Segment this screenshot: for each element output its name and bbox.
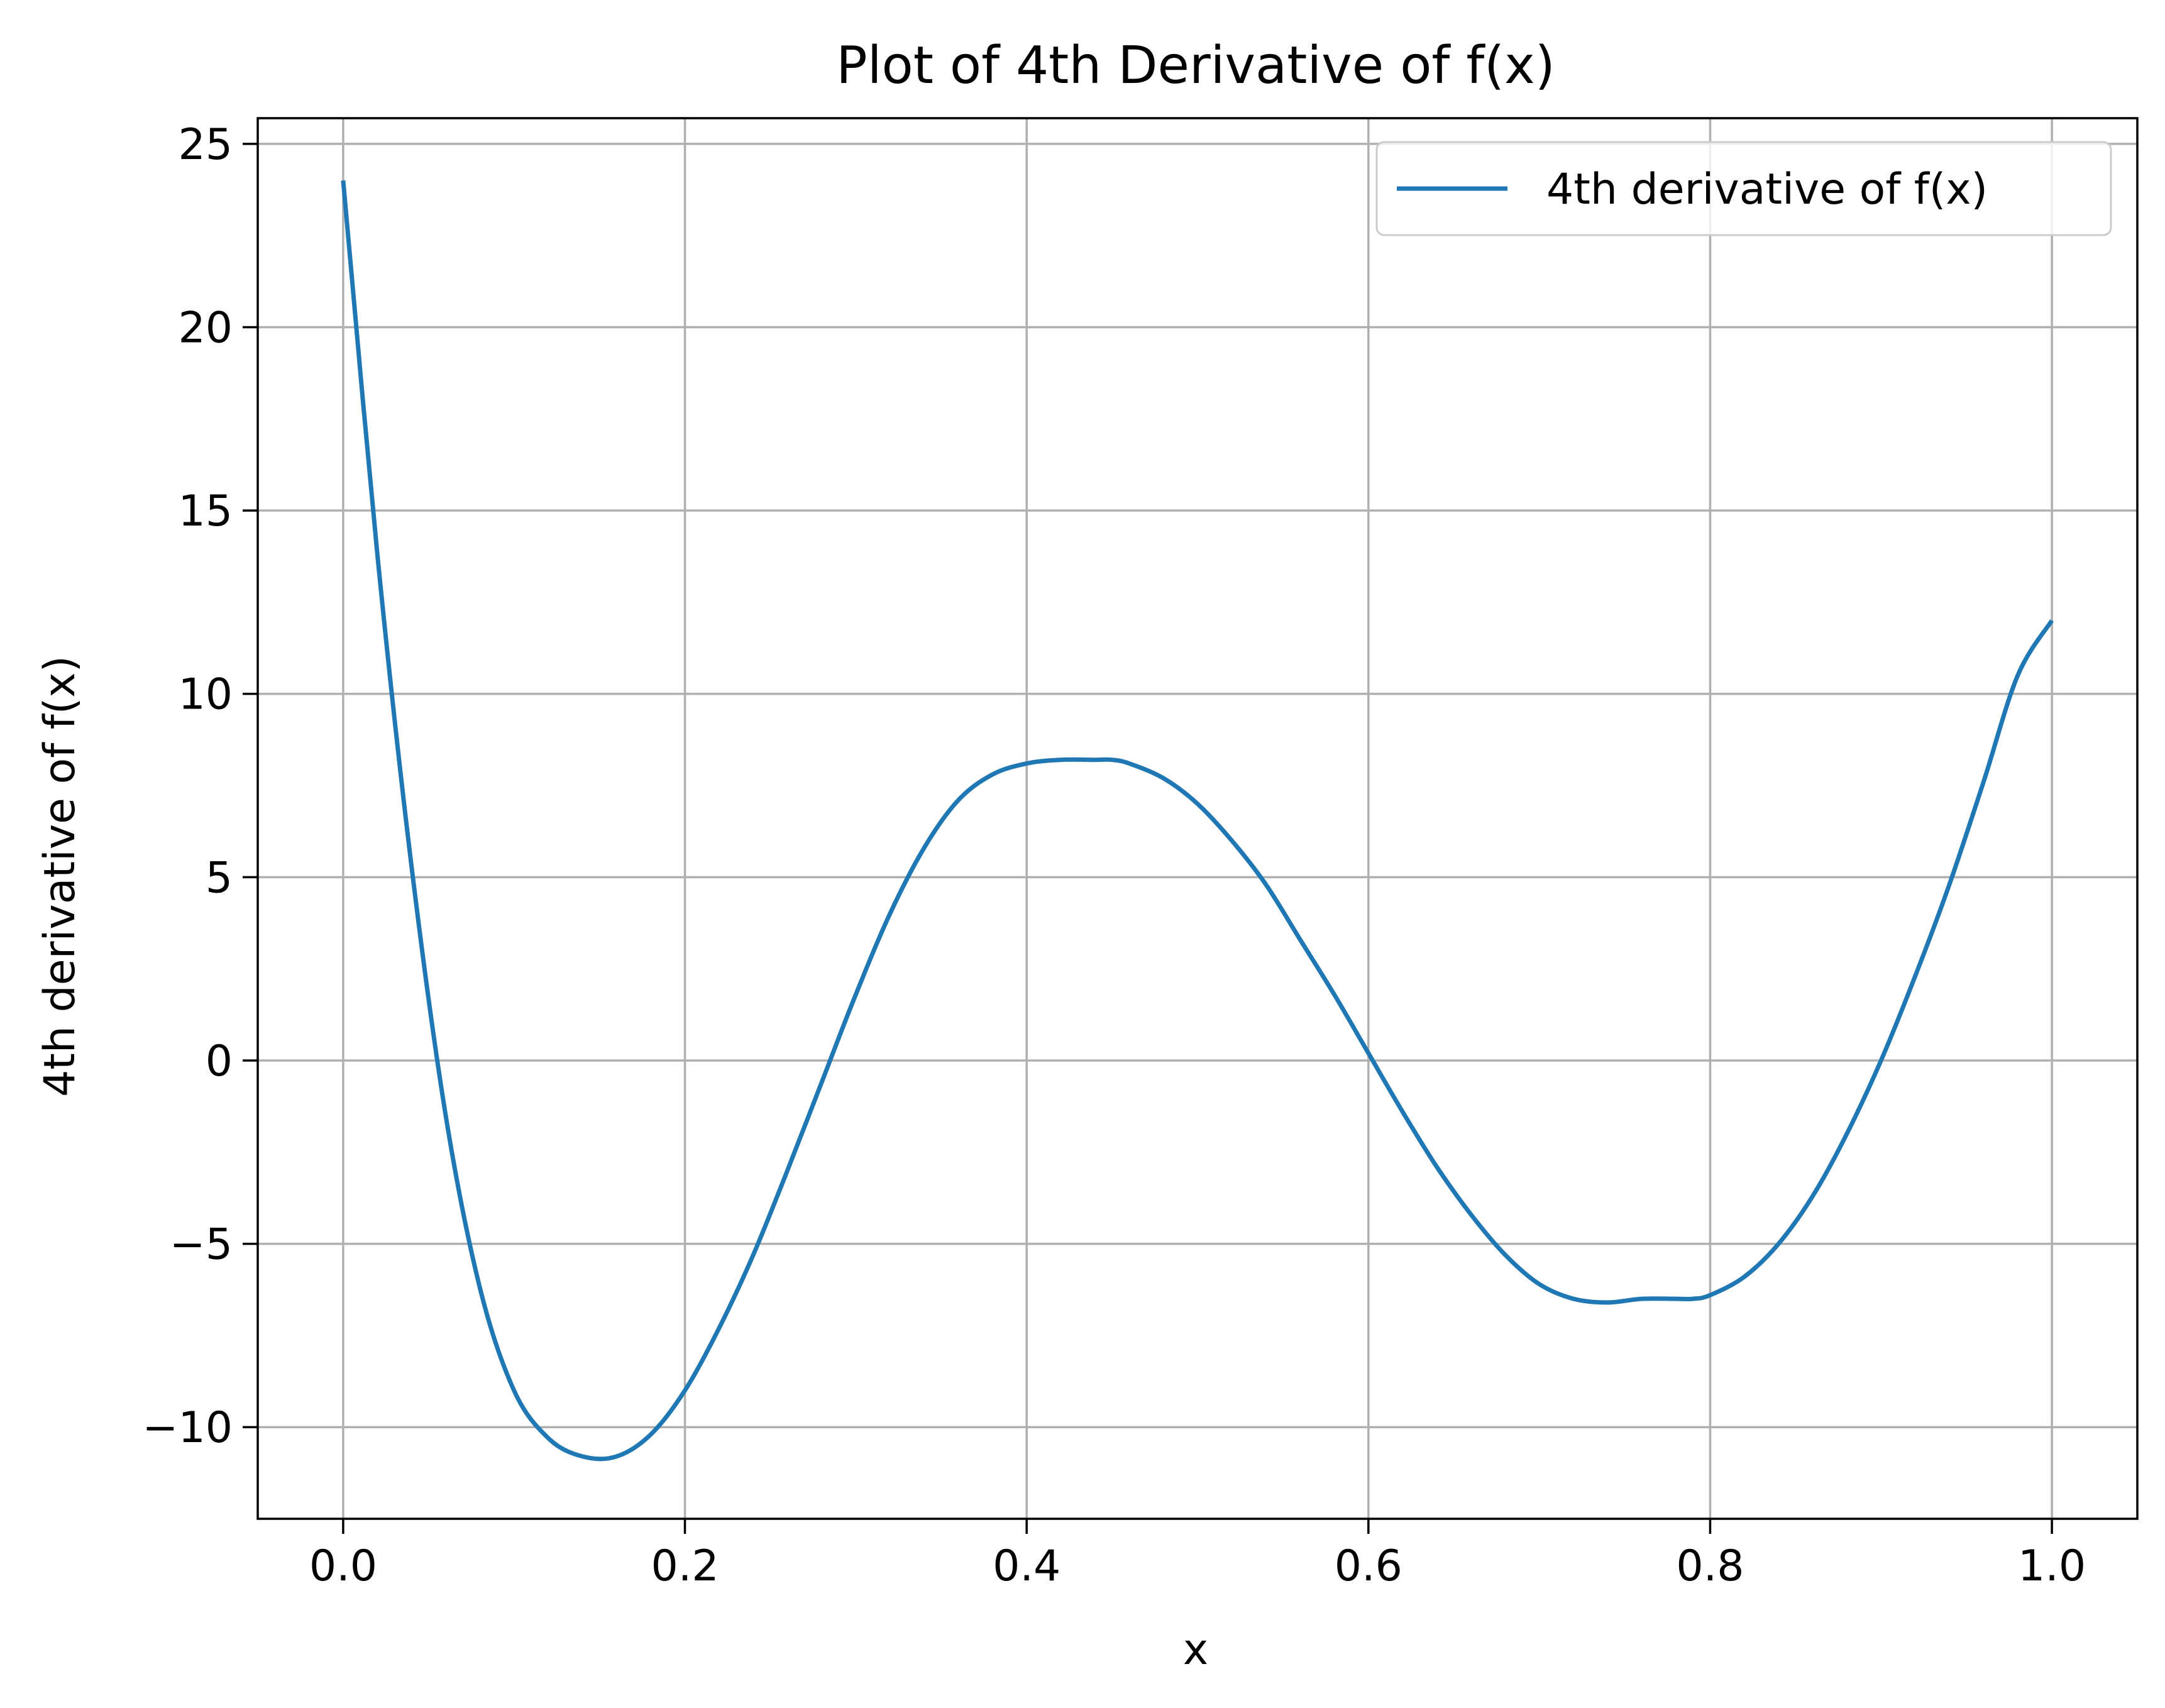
x-axis-ticks: 0.0 0.2 0.4 0.6 0.8 1.0	[309, 1519, 2086, 1591]
grid-lines	[258, 118, 2137, 1519]
y-tick-label: 20	[178, 303, 233, 353]
plot-area-frame	[256, 117, 2139, 1520]
x-tick-label: 0.6	[1335, 1541, 1402, 1591]
x-axis-label: x	[1183, 1625, 1208, 1675]
series-line-4th-derivative	[341, 180, 2054, 1462]
x-tick-label: 0.2	[651, 1541, 719, 1591]
y-tick-label: 25	[178, 120, 233, 170]
x-tick-label: 1.0	[2018, 1541, 2086, 1591]
y-tick-label: −10	[142, 1403, 233, 1453]
legend-box	[1375, 141, 2112, 236]
x-tick-label: 0.8	[1676, 1541, 1744, 1591]
y-axis-ticks: −10 −5 0 5 10 15 20 25	[142, 120, 258, 1453]
y-tick-label: 15	[178, 487, 233, 536]
y-tick-label: 10	[178, 670, 233, 720]
x-tick-label: 0.4	[993, 1541, 1060, 1591]
x-tick-label: 0.0	[309, 1541, 377, 1591]
legend: 4th derivative of f(x)	[1375, 141, 2112, 236]
y-tick-label: −5	[170, 1220, 233, 1270]
legend-label: 4th derivative of f(x)	[1546, 165, 1988, 214]
y-axis-label: 4th derivative of f(x)	[35, 656, 85, 1097]
chart-title: Plot of 4th Derivative of f(x)	[836, 36, 1555, 96]
y-tick-label: 5	[206, 853, 233, 903]
y-tick-label: 0	[206, 1037, 233, 1086]
